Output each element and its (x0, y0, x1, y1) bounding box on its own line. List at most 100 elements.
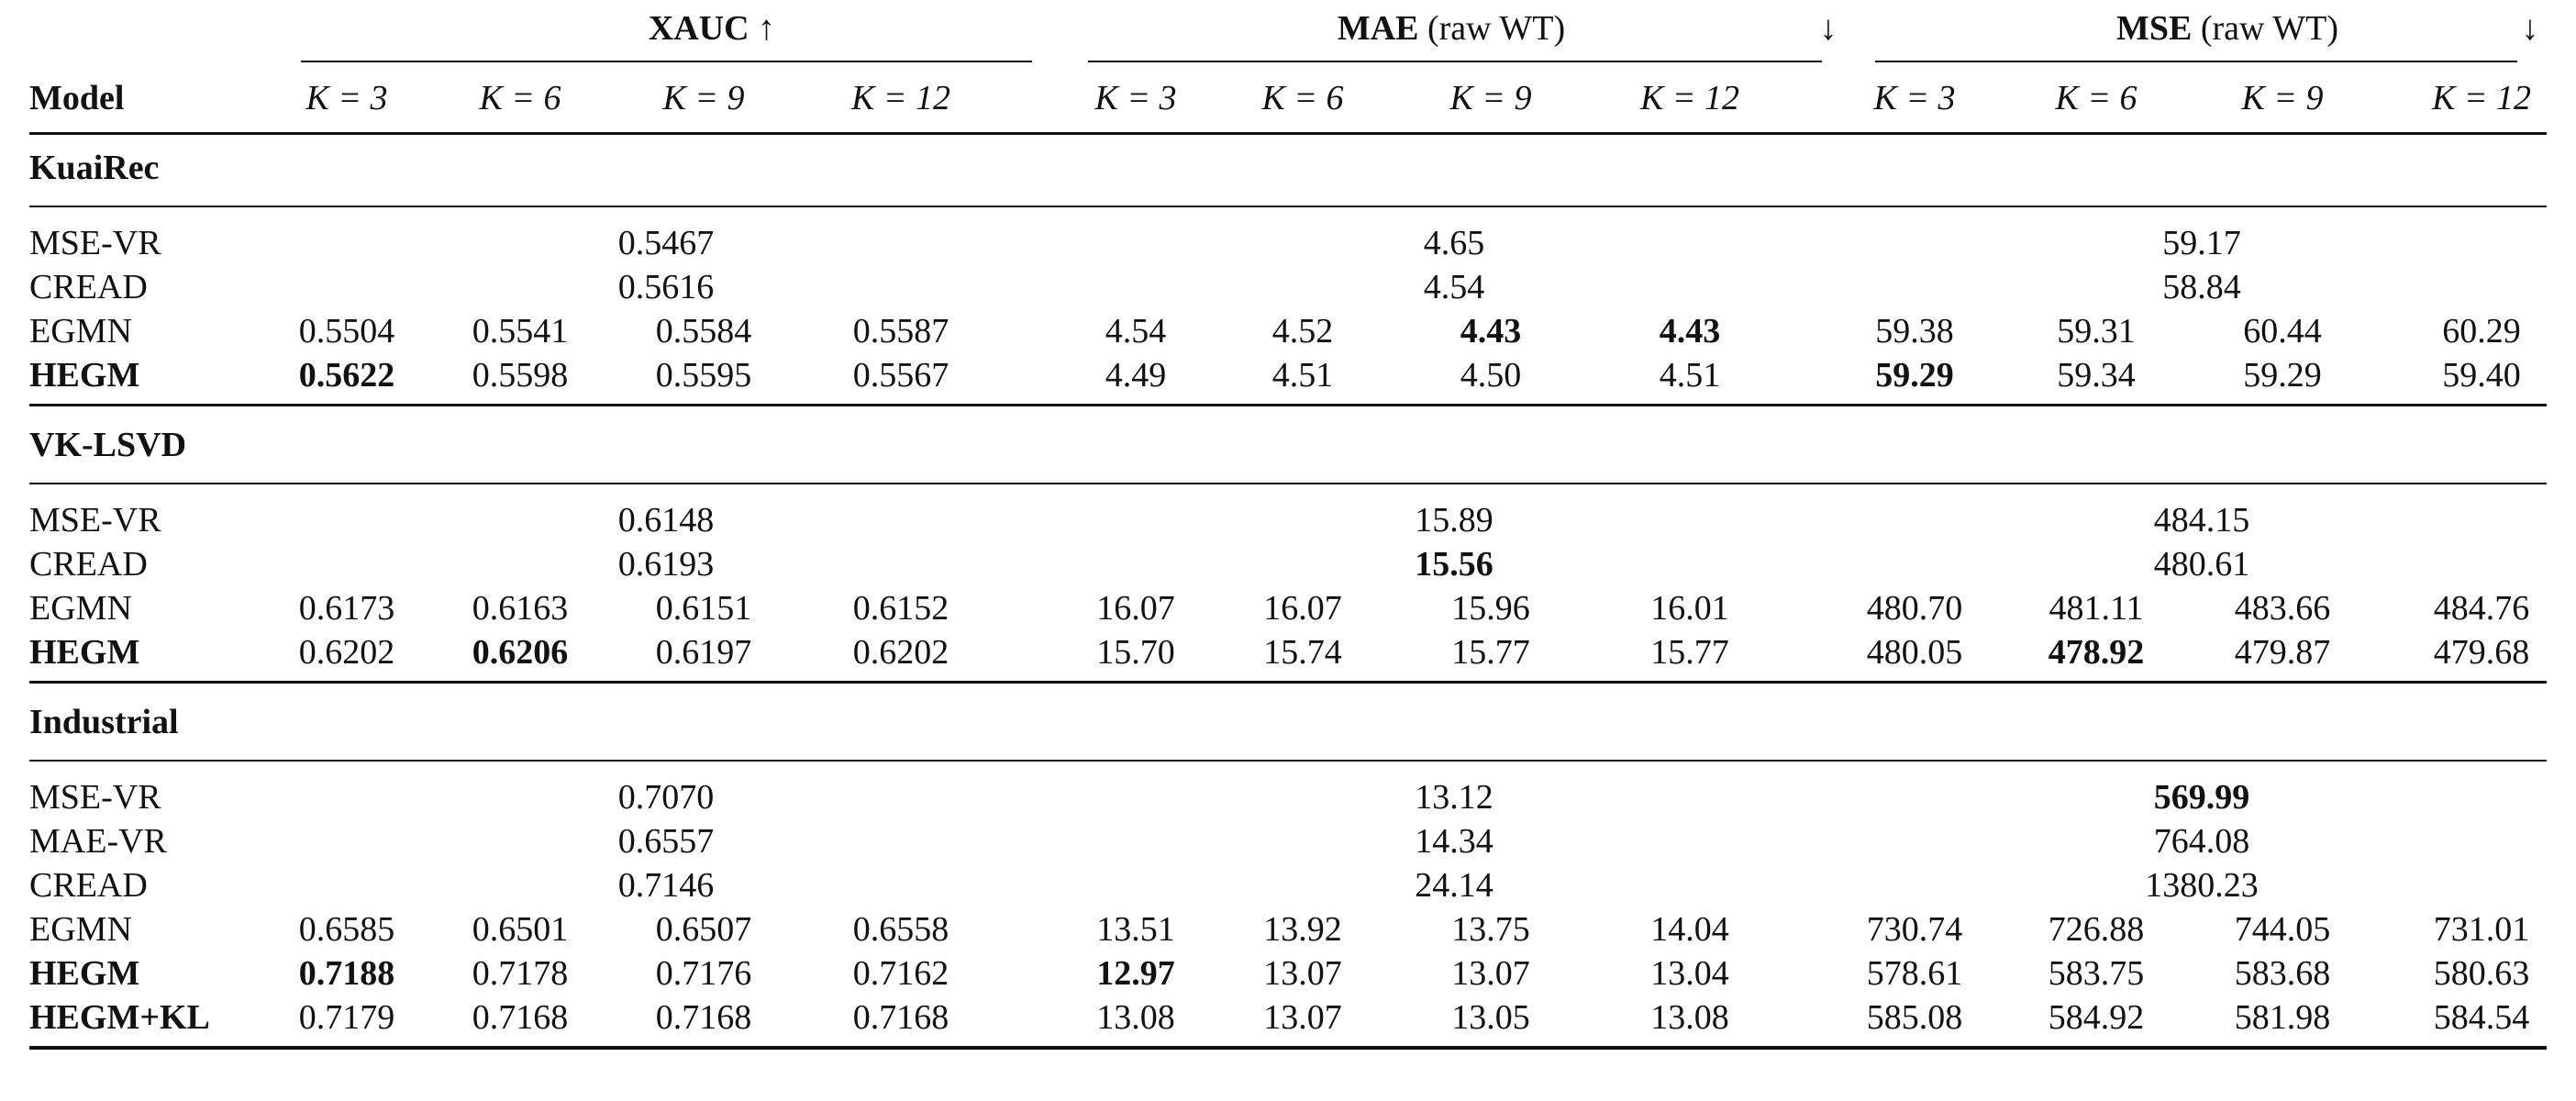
table-cell: 731.01 (2433, 910, 2530, 949)
model-name: CREAD (29, 866, 148, 905)
section-end-rule (29, 681, 2547, 684)
group-suffix: (raw WT) (2192, 9, 2339, 48)
table-cell: 15.74 (1263, 633, 1342, 672)
model-name: EGMN (29, 312, 132, 350)
k-column-header: K = 6 (1261, 79, 1344, 117)
section-rule (29, 483, 2547, 484)
model-column-header: Model (29, 79, 125, 117)
section-title: Industrial (29, 703, 179, 741)
table-cell: 0.7168 (852, 998, 949, 1037)
table-cell: 0.5622 (298, 356, 395, 395)
model-name: MSE-VR (29, 501, 161, 539)
table-cell: 59.34 (2057, 356, 2136, 395)
table-cell: 481.11 (2049, 589, 2144, 628)
table-cell: 0.7179 (298, 998, 395, 1037)
table-cell: 59.17 (2162, 224, 2241, 262)
table-cell: 0.5616 (617, 268, 715, 306)
model-name: CREAD (29, 545, 148, 584)
table-cell: 0.6501 (472, 910, 569, 949)
table-cell: 14.34 (1415, 822, 1493, 861)
table-cell: 15.70 (1096, 633, 1175, 672)
table-cell: 13.07 (1263, 954, 1342, 993)
table-cell: 0.6202 (852, 633, 949, 672)
table-cell: 480.61 (2153, 545, 2250, 584)
table-cell: 13.07 (1263, 998, 1342, 1037)
table-cell: 13.08 (1650, 998, 1729, 1037)
k-column-header: K = 3 (1873, 79, 1956, 117)
k-column-header: K = 9 (1449, 79, 1532, 117)
section-end-rule (29, 404, 2547, 406)
k-column-header: K = 12 (1640, 79, 1739, 117)
table-cell: 15.96 (1451, 589, 1530, 628)
model-name: MSE-VR (29, 224, 161, 262)
table-cell: 0.7168 (655, 998, 752, 1037)
table-cell: 13.08 (1096, 998, 1175, 1037)
table-cell: 0.6585 (298, 910, 395, 949)
table-cell: 58.84 (2162, 268, 2241, 306)
table-cell: 0.5541 (472, 312, 569, 350)
table-cell: 479.68 (2433, 633, 2530, 672)
bottom-rule (29, 1046, 2547, 1050)
table-cell: 0.5584 (655, 312, 752, 350)
table-cell: 480.05 (1866, 633, 1963, 672)
table-cell: 13.04 (1650, 954, 1729, 993)
table-cell: 744.05 (2234, 910, 2331, 949)
table-cell: 0.6197 (655, 633, 752, 672)
table-cell: 15.89 (1415, 501, 1493, 539)
table-cell: 13.75 (1451, 910, 1530, 949)
table-cell: 0.6148 (617, 501, 715, 539)
table-cell: 726.88 (2048, 910, 2145, 949)
table-cell: 0.6507 (655, 910, 752, 949)
table-cell: 480.70 (1866, 589, 1963, 628)
table-cell: 13.51 (1096, 910, 1175, 949)
table-cell: 0.7070 (617, 778, 715, 817)
table-cell: 0.6206 (472, 633, 569, 672)
table-cell: 483.66 (2234, 589, 2331, 628)
table-cell: 580.63 (2433, 954, 2530, 993)
model-name: HEGM (29, 356, 140, 395)
table-cell: 15.77 (1650, 633, 1729, 672)
table-cell: 0.6558 (852, 910, 949, 949)
table-cell: 764.08 (2153, 822, 2250, 861)
group-suffix: (raw WT) (1418, 9, 1566, 48)
table-cell: 60.44 (2243, 312, 2322, 350)
section-title: KuaiRec (29, 149, 160, 187)
model-name: HEGM (29, 633, 140, 672)
table-cell: 0.6152 (852, 589, 949, 628)
table-cell: 584.92 (2048, 998, 2145, 1037)
section-rule (29, 206, 2547, 207)
table-cell: 15.77 (1451, 633, 1530, 672)
model-name: CREAD (29, 268, 148, 306)
group-header: MAE (raw WT) (1338, 11, 1565, 46)
table-cell: 12.97 (1096, 954, 1175, 993)
table-cell: 14.04 (1650, 910, 1729, 949)
model-name: MAE-VR (29, 822, 167, 861)
table-cell: 578.61 (1866, 954, 1963, 993)
group-name: MAE (1337, 9, 1419, 48)
table-cell: 59.29 (2243, 356, 2322, 395)
table-cell: 0.5467 (617, 224, 715, 262)
table-cell: 581.98 (2234, 998, 2331, 1037)
table-cell: 0.6193 (617, 545, 715, 584)
table-cell: 13.12 (1415, 778, 1493, 817)
table-cell: 13.92 (1263, 910, 1342, 949)
table-cell: 59.38 (1875, 312, 1954, 350)
table-cell: 4.51 (1271, 356, 1334, 395)
table-cell: 0.7168 (472, 998, 569, 1037)
k-column-header: K = 9 (662, 79, 745, 117)
k-column-header: K = 12 (2432, 79, 2531, 117)
table-cell: 0.6202 (298, 633, 395, 672)
model-name: HEGM (29, 954, 140, 993)
table-cell: 0.7178 (472, 954, 569, 993)
group-rule (1088, 61, 1822, 62)
table-cell: 0.6557 (617, 822, 715, 861)
table-cell: 13.07 (1451, 954, 1530, 993)
section-title: VK-LSVD (29, 426, 187, 464)
table-cell: 4.54 (1105, 312, 1167, 350)
table-cell: 478.92 (2048, 633, 2145, 672)
table-cell: 4.52 (1271, 312, 1334, 350)
table-cell: 4.51 (1659, 356, 1721, 395)
table-cell: 0.5595 (655, 356, 752, 395)
table-cell: 4.50 (1460, 356, 1522, 395)
table-cell: 15.56 (1415, 545, 1493, 584)
